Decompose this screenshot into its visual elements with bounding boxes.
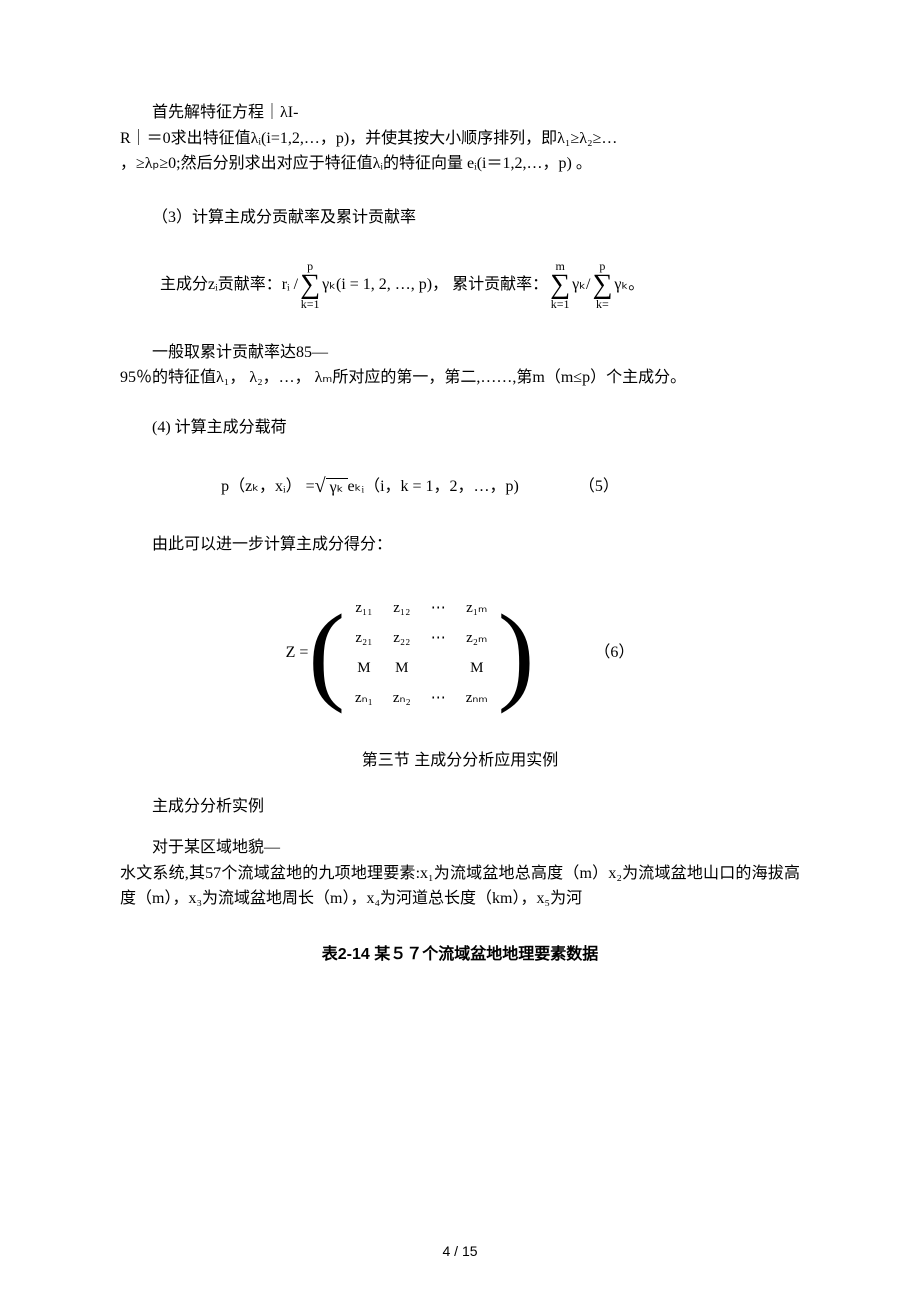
formula-p-left: p（zₖ，xᵢ） = xyxy=(221,474,315,500)
text: 表2-14 某５７个流域盆地地理要素数据 xyxy=(322,946,598,963)
text: 对于某区域地貌— xyxy=(152,839,280,856)
gamma-k: γₖ xyxy=(614,272,628,298)
formula-after-sqrt: eₖᵢ（i，k = 1，2，…，p) xyxy=(348,474,519,500)
matrix-z: ( z₁₁ z₁₂ ⋯ z₁ₘ z₂₁ z₂₂ ⋯ z₂ₘ M M M zₙ₁ … xyxy=(308,588,534,718)
paragraph-eigen-3: ，≥λₚ≥0;然后分别求出对应于特征值λᵢ的特征向量 eᵢ(i＝1,2,…，p)… xyxy=(120,151,800,177)
page-footer: 4 / 15 xyxy=(0,1240,920,1262)
matrix-cell: z₁ₘ xyxy=(466,596,488,620)
step-4-heading: (4) 计算主成分载荷 xyxy=(120,415,800,441)
text: 第三节 主成分分析应用实例 xyxy=(362,752,558,769)
matrix-lead: Z = xyxy=(286,640,309,666)
table-2-14-title: 表2-14 某５７个流域盆地地理要素数据 xyxy=(120,942,800,968)
summation-3: p ∑ k= xyxy=(592,260,612,309)
matrix-cell: M xyxy=(466,656,488,680)
sigma-icon: ∑ xyxy=(300,272,320,297)
left-paren-icon: ( xyxy=(308,588,345,718)
gamma-k: γₖ xyxy=(572,272,586,298)
text: 一般取累计贡献率达85— xyxy=(152,344,328,361)
step-3-heading: （3）计算主成分贡献率及累计贡献率 xyxy=(120,205,800,231)
matrix-cell: ⋯ xyxy=(431,596,446,620)
matrix-cell: z₁₂ xyxy=(393,596,411,620)
formula-mid: (i = 1, 2, …, p)， 累计贡献率： xyxy=(336,272,548,298)
sigma-icon: ∑ xyxy=(592,272,612,297)
equation-number: （5） xyxy=(579,474,619,500)
formula-lead: 主成分zᵢ贡献率：rᵢ / xyxy=(160,272,298,298)
text: 由此可以进一步计算主成分得分： xyxy=(152,536,392,553)
matrix-cell: ⋯ xyxy=(431,626,446,650)
sqrt-icon: γₖ xyxy=(315,470,348,502)
text: R｜＝0求出特征值λᵢ(i=1,2,…，p)，并使其按大小顺序排列，即λ₁≥λ₂… xyxy=(120,130,617,147)
matrix-cell: zₙ₂ xyxy=(393,686,411,710)
matrix-cell: z₁₁ xyxy=(355,596,373,620)
section-3-title: 第三节 主成分分析应用实例 xyxy=(120,748,800,774)
paragraph-region-1: 对于某区域地貌— xyxy=(120,835,800,861)
text: 水文系统,其57个流域盆地的九项地理要素:x₁为流域盆地总高度（m）x₂为流域盆… xyxy=(120,865,800,908)
matrix-cell: z₂₁ xyxy=(355,626,373,650)
matrix-cell: zₙ₁ xyxy=(355,686,373,710)
matrix-body: z₁₁ z₁₂ ⋯ z₁ₘ z₂₁ z₂₂ ⋯ z₂ₘ M M M zₙ₁ zₙ… xyxy=(345,588,498,718)
text: (4) 计算主成分载荷 xyxy=(152,419,287,436)
slash: / xyxy=(586,272,590,298)
text: 95％的特征值λ₁， λ₂，…， λₘ所对应的第一，第二,……,第m（m≤p）个… xyxy=(120,369,686,386)
page-number: 4 / 15 xyxy=(442,1243,477,1259)
contribution-formula: 主成分zᵢ贡献率：rᵢ / p ∑ k=1 γₖ (i = 1, 2, …, p… xyxy=(160,260,800,309)
formula-end: 。 xyxy=(628,272,644,298)
right-paren-icon: ) xyxy=(498,588,535,718)
equation-number: （6） xyxy=(594,640,634,666)
document-page: 首先解特征方程｜λI- R｜＝0求出特征值λᵢ(i=1,2,…，p)，并使其按大… xyxy=(0,0,920,1302)
example-heading: 主成分分析实例 xyxy=(120,794,800,820)
matrix-cell: z₂ₘ xyxy=(466,626,488,650)
paragraph-eigen-1: 首先解特征方程｜λI- xyxy=(120,100,800,126)
matrix-cell: M xyxy=(355,656,373,680)
matrix-cell: ⋯ xyxy=(431,686,446,710)
matrix-cell: z₂₂ xyxy=(393,626,411,650)
sum-lower: k=1 xyxy=(550,298,570,310)
summation-1: p ∑ k=1 xyxy=(300,260,320,309)
matrix-cell: zₙₘ xyxy=(466,686,488,710)
paragraph-cumulative-2: 95％的特征值λ₁， λ₂，…， λₘ所对应的第一，第二,……,第m（m≤p）个… xyxy=(120,365,800,391)
matrix-formula: Z = ( z₁₁ z₁₂ ⋯ z₁ₘ z₂₁ z₂₂ ⋯ z₂ₘ M M M … xyxy=(120,588,800,718)
sum-lower: k=1 xyxy=(300,298,320,310)
paragraph-cumulative-1: 一般取累计贡献率达85— xyxy=(120,340,800,366)
text: ，≥λₚ≥0;然后分别求出对应于特征值λᵢ的特征向量 eᵢ(i＝1,2,…，p)… xyxy=(120,155,592,172)
paragraph-eigen-2: R｜＝0求出特征值λᵢ(i=1,2,…，p)，并使其按大小顺序排列，即λ₁≥λ₂… xyxy=(120,126,800,152)
gamma-k: γₖ xyxy=(322,272,336,298)
matrix-cell: M xyxy=(393,656,411,680)
text: 首先解特征方程｜λI- xyxy=(152,104,298,121)
sqrt-body: γₖ xyxy=(326,478,348,496)
paragraph-scores: 由此可以进一步计算主成分得分： xyxy=(120,532,800,558)
paragraph-region-2: 水文系统,其57个流域盆地的九项地理要素:x₁为流域盆地总高度（m）x₂为流域盆… xyxy=(120,861,800,912)
text: 主成分分析实例 xyxy=(152,798,264,815)
text: （3）计算主成分贡献率及累计贡献率 xyxy=(152,209,416,226)
loading-formula: p（zₖ，xᵢ） = γₖ eₖᵢ（i，k = 1，2，…，p) （5） xyxy=(120,470,800,502)
sigma-icon: ∑ xyxy=(550,272,570,297)
summation-2: m ∑ k=1 xyxy=(550,260,570,309)
